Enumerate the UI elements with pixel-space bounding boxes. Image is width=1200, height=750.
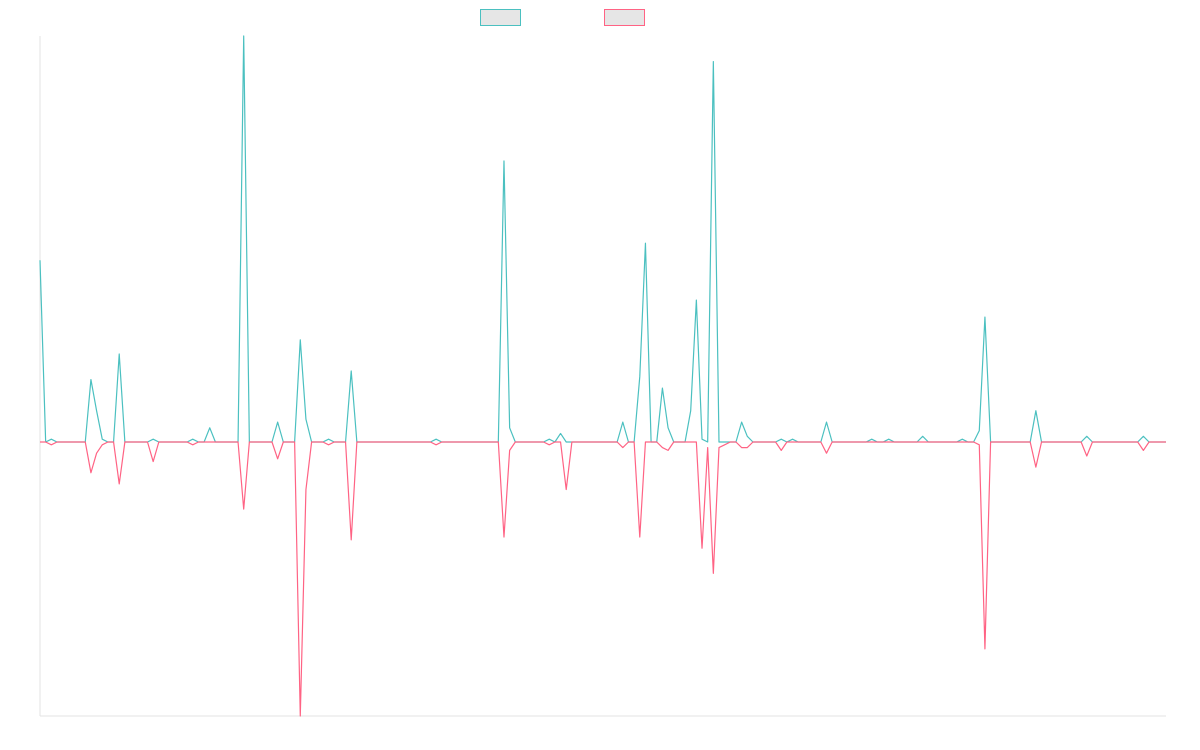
legend [480,9,645,26]
series-layer [39,35,1166,717]
series-line-2 [40,441,1166,717]
legend-swatch-2[interactable] [604,9,645,26]
axes [39,36,1166,717]
series-line-1 [39,35,1166,443]
legend-swatch-1[interactable] [480,9,521,26]
